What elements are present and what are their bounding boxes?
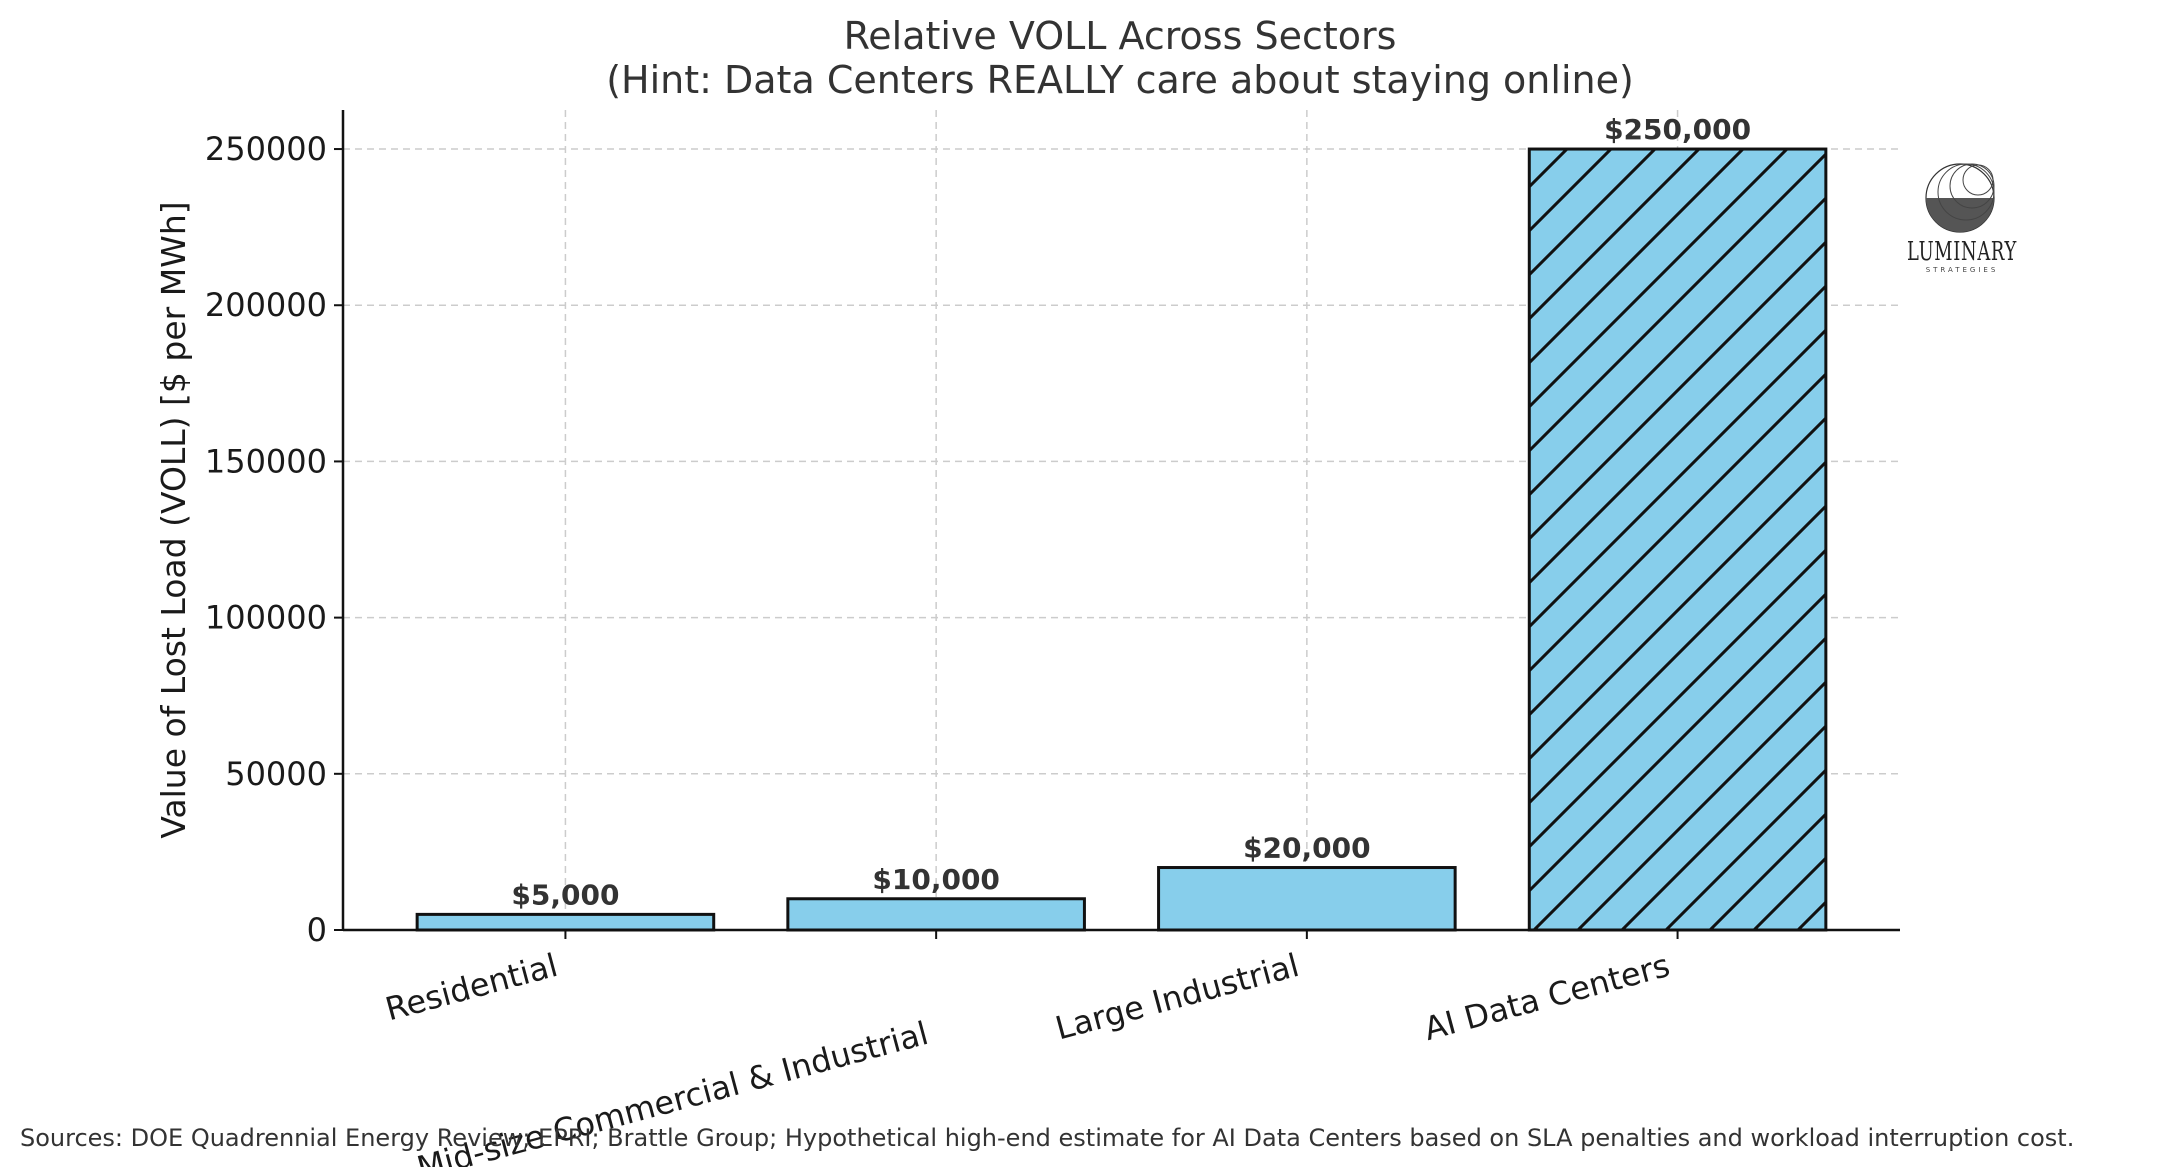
x-tick-label-3: AI Data Centers — [1420, 946, 1674, 1048]
chart-title-line2: (Hint: Data Centers REALLY care about st… — [606, 58, 1634, 102]
chart-title-line1: Relative VOLL Across Sectors — [844, 14, 1397, 58]
x-tick-label-2: Large Industrial — [1051, 946, 1303, 1047]
logo-name: LUMINARY — [1907, 237, 2017, 267]
logo-circles-icon — [1925, 163, 1995, 233]
y-tick-label-2: 100000 — [205, 599, 327, 637]
bars — [415, 147, 1828, 932]
bar-value-label-0: $5,000 — [511, 878, 619, 911]
source-note: Sources: DOE Quadrennial Energy Review; … — [20, 1124, 2074, 1152]
bar-0 — [415, 912, 716, 932]
x-tick-label-0: Residential — [381, 946, 561, 1028]
y-tick-label-0: 0 — [307, 911, 327, 949]
y-tick-label-5: 250000 — [205, 130, 327, 168]
y-tick-label-4: 200000 — [205, 286, 327, 324]
bar-value-label-3: $250,000 — [1604, 113, 1751, 146]
y-tick-label-3: 150000 — [205, 442, 327, 480]
y-axis-label: Value of Lost Load (VOLL) [$ per MWh] — [154, 201, 193, 838]
value-labels: $5,000 $10,000 $20,000 $250,000 — [511, 113, 1751, 911]
bar-2 — [1157, 866, 1457, 932]
logo-subtitle: STRATEGIES — [1926, 266, 1999, 274]
bar-value-label-1: $10,000 — [872, 863, 1000, 896]
y-tick-label-1: 50000 — [225, 755, 327, 793]
bar-value-label-2: $20,000 — [1243, 832, 1371, 865]
luminary-logo: LUMINARY STRATEGIES — [1907, 163, 2017, 274]
bar-3 — [1527, 147, 1828, 932]
y-axis-ticks: 0 50000 100000 150000 200000 250000 — [205, 130, 343, 949]
bar-1 — [786, 897, 1086, 932]
